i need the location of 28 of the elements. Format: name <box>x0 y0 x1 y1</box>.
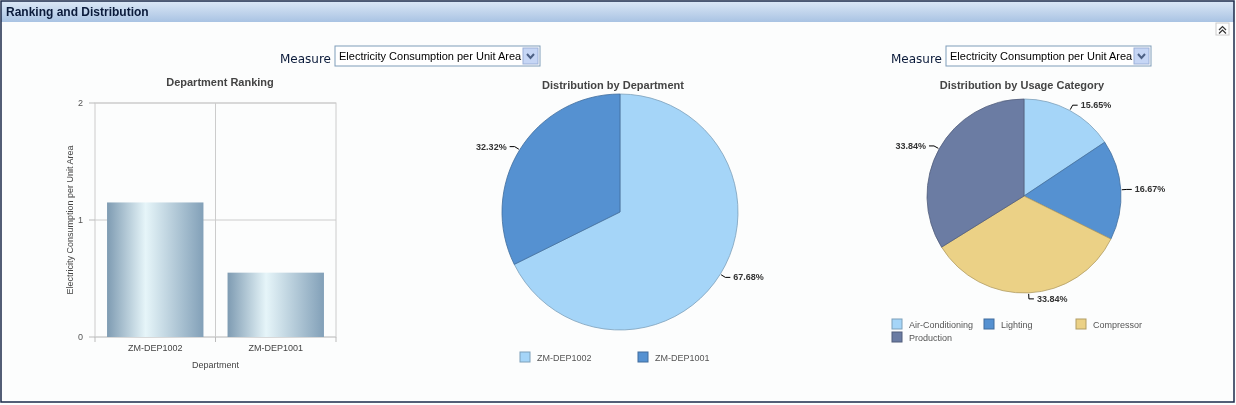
y-tick-label: 1 <box>77 215 83 225</box>
chart-title: Distribution by Department <box>542 79 685 91</box>
chart-title: Department Ranking <box>166 76 274 88</box>
text: Electricity Consumption per Unit Area <box>339 50 523 62</box>
chart-title: Distribution by Usage Category <box>939 79 1106 91</box>
text: Measure <box>280 52 331 66</box>
text: Ranking and Distribution <box>6 5 149 19</box>
x-axis-title: Department <box>191 360 240 370</box>
text: Electricity Consumption per Unit Area <box>950 50 1134 62</box>
legend-label: Air-Conditioning <box>909 320 974 330</box>
data-label: 32.32% <box>476 141 507 152</box>
pie-slice <box>926 98 1025 248</box>
data-label: 33.84% <box>895 140 926 151</box>
legend-label: ZM-DEP1002 <box>537 353 592 363</box>
text: Measure <box>891 52 942 66</box>
data-label: 67.68% <box>733 272 764 283</box>
pie-slice <box>941 195 1112 294</box>
y-axis-title: Electricity Consumption per Unit Area <box>65 145 75 295</box>
legend-label: ZM-DEP1001 <box>655 353 710 363</box>
data-label: 16.67% <box>1134 184 1166 195</box>
data-label: 33.84% <box>1036 293 1068 304</box>
data-label: 15.65% <box>1080 100 1112 111</box>
y-tick-label: 2 <box>77 98 83 108</box>
legend-label: Lighting <box>1001 320 1033 330</box>
pie-slice <box>1023 141 1122 240</box>
legend-label: Compressor <box>1093 320 1143 330</box>
legend-label: Production <box>909 333 953 343</box>
y-tick-label: 0 <box>77 332 83 342</box>
